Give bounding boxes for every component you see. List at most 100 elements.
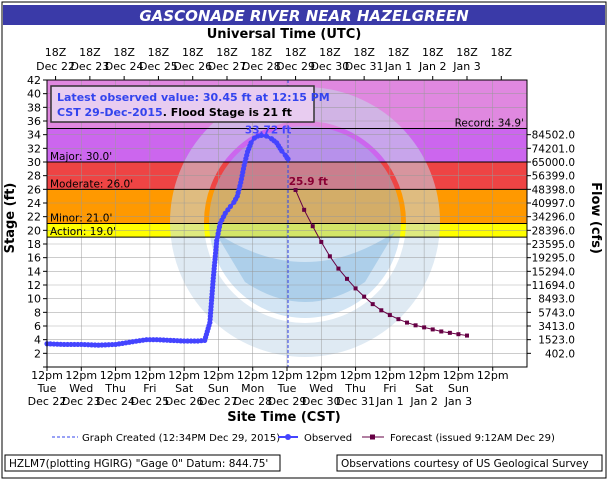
flow-tick-label: 84502.0 [532,130,575,142]
y-tick-label: 34 [27,129,41,142]
legend-created: Graph Created (12:34PM Dec 29, 2015) [82,433,280,444]
observed-point [248,140,254,146]
top-tick-hour: 18Z [45,46,67,59]
chart-title: GASCONADE RIVER NEAR HAZELGREEN [139,7,469,25]
y-tick-label: 14 [27,265,41,278]
bottom-tick-day: Sat [415,382,434,395]
title-bar [3,5,605,25]
info-box-frame [50,85,315,123]
bottom-tick-hour: 12pm [100,369,132,382]
bottom-tick-date: Dec 25 [130,395,169,408]
bottom-tick-day: Fri [383,382,396,395]
bottom-tick-date: Jan 1 [375,395,403,408]
flow-tick-label: 65000.0 [532,157,575,169]
flow-tick-label: 15294.0 [532,266,575,278]
y-tick-label: 16 [27,252,41,265]
bottom-tick-day: Wed [69,382,93,395]
bottom-tick-day: Fri [143,382,156,395]
bottom-tick-date: Dec 26 [165,395,204,408]
watermark-disc [209,126,401,318]
bottom-tick-hour: 12pm [168,369,200,382]
forecast-point [465,333,469,338]
flow-tick-label: 402.0 [545,348,575,360]
top-axis-title: Universal Time (UTC) [207,27,362,42]
bottom-tick-hour: 12pm [477,369,509,382]
top-tick-date: Dec 31 [345,60,384,73]
forecast-point [353,286,358,291]
top-tick-date: Dec 28 [242,60,281,73]
bottom-tick-hour: 12pm [271,369,303,382]
top-tick-hour: 18Z [388,46,410,59]
y-tick-label: 24 [27,197,41,210]
bottom-tick-date: Jan 3 [444,395,472,408]
top-tick-date: Dec 23 [70,60,109,73]
bottom-tick-date: Dec 28 [233,395,272,408]
point-annotation: 33.72 ft [245,124,291,136]
footer-right-box [336,454,603,472]
observed-point [285,156,291,162]
legend-observed: Observed [304,433,352,444]
forecast-point [387,313,392,318]
bottom-tick-day: Tue [37,382,57,395]
info-line-1: Latest observed value: 30.45 ft at 12:15… [57,91,330,104]
bottom-tick-day: Tue [277,382,297,395]
y-tick-label: 4 [34,334,41,347]
forecast-point [310,224,315,229]
flow-tick-label: 8493.0 [538,294,575,306]
top-tick-hour: 18Z [113,46,135,59]
y-tick-label: 28 [27,170,41,183]
top-tick-hour: 18Z [491,46,513,59]
top-tick-hour: 18Z [216,46,238,59]
y-tick-label: 12 [27,279,41,292]
top-tick-hour: 18Z [422,46,444,59]
forecast-point [319,239,324,244]
y-tick-label: 38 [27,101,41,114]
y-tick-label: 36 [27,115,41,128]
info-line-2: CST 29-Dec-2015. Flood Stage is 21 ft [57,106,292,119]
forecast-point [405,320,409,325]
forecast-point [327,254,332,259]
y-tick-label: 26 [27,183,41,196]
info-line-2-date: CST 29-Dec-2015 [57,106,163,119]
observed-point [279,148,285,154]
observed-point [227,203,234,210]
forecast-point [362,294,367,299]
y-tick-label: 20 [27,224,41,237]
flow-tick-label: 34296.0 [532,212,575,224]
top-tick-date: Dec 24 [105,60,144,73]
top-tick-date: Dec 27 [208,60,247,73]
forecast-point [379,308,384,313]
bottom-tick-day: Sat [175,382,194,395]
forecast-point [439,329,444,334]
bottom-tick-date: Dec 29 [268,395,307,408]
axes: 2468101214161820222426283032343638404284… [27,46,575,408]
forecast-point [430,327,435,332]
forecast-point [422,325,427,330]
series-lines: 33.72 ft 25.9 ft [44,80,469,367]
bottom-tick-hour: 12pm [134,369,166,382]
footer-right: Observations courtesy of US Geological S… [341,458,589,470]
bottom-tick-day: Wed [309,382,333,395]
bottom-tick-hour: 12pm [203,369,235,382]
bottom-tick-hour: 12pm [408,369,440,382]
y-tick-label: 18 [27,238,41,251]
flow-tick-label: 28396.0 [532,225,575,237]
forecast-point [396,317,401,322]
flow-tick-label: 11694.0 [532,280,575,292]
bottom-tick-hour: 12pm [31,369,63,382]
bottom-tick-date: Jan 2 [409,395,437,408]
threshold-label: Action: 19.0' [50,226,116,238]
flow-tick-label: 40997.0 [532,198,575,210]
y-tick-label: 40 [27,88,41,101]
legend-observed-marker [285,434,291,440]
bottom-tick-date: Dec 24 [96,395,135,408]
top-tick-date: Dec 25 [139,60,178,73]
top-tick-hour: 18Z [148,46,170,59]
top-tick-hour: 18Z [251,46,273,59]
bottom-tick-hour: 12pm [237,369,269,382]
top-tick-hour: 18Z [456,46,478,59]
threshold-lines: Record: 34.9' Major: 30.0' Moderate: 26.0'… [47,118,527,238]
top-tick-date: Jan 2 [418,60,446,73]
y-tick-label: 42 [27,74,41,87]
